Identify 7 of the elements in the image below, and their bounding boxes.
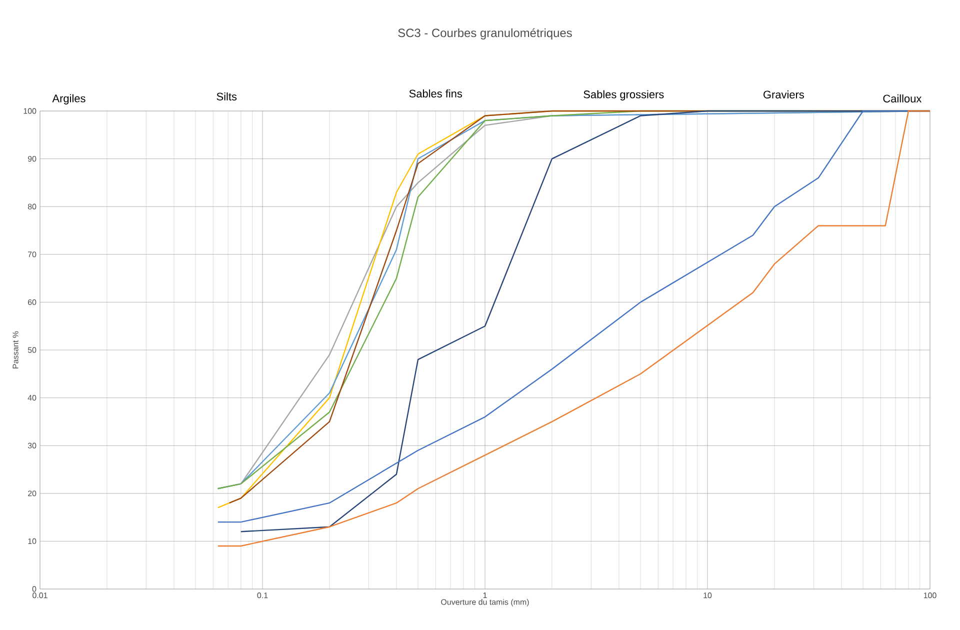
text: Silts: [216, 92, 237, 100]
text: Cailloux: [883, 94, 922, 102]
text: Sables fins: [409, 89, 462, 98]
chart-title: SC3 - Courbes granulométriques: [398, 28, 572, 40]
text: Argiles: [52, 94, 86, 104]
text: Sables grossiers: [584, 90, 664, 100]
text: Graviers: [764, 90, 804, 98]
